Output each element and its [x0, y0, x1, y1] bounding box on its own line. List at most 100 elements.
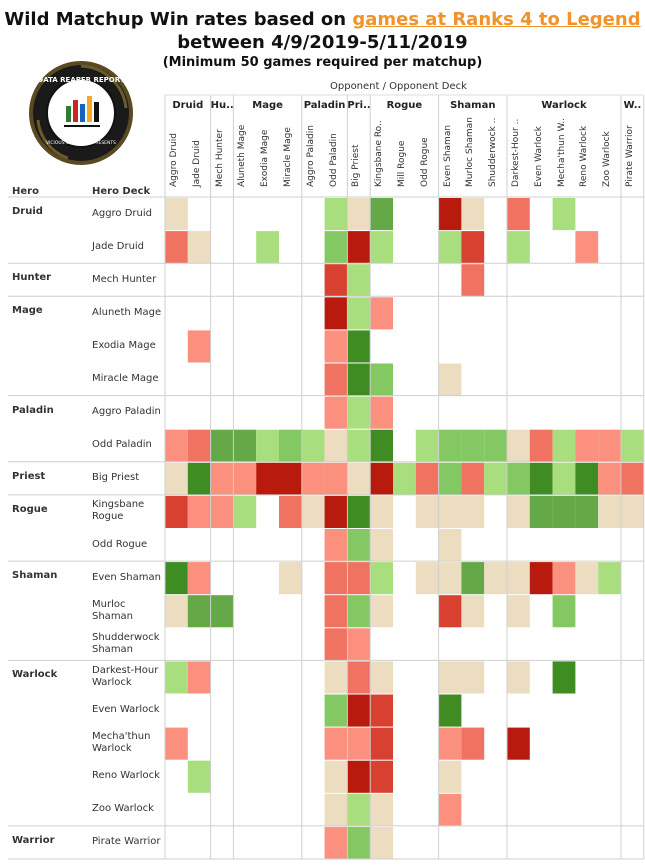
- heatmap-cell: [347, 198, 371, 231]
- heatmap-cell: [165, 495, 188, 528]
- chart-date-range: between 4/9/2019-5/11/2019: [177, 32, 468, 53]
- heatmap-cell: [598, 462, 621, 495]
- heatmap-cell: [187, 661, 211, 694]
- opponent-group-label: Warlock: [541, 100, 587, 111]
- heatmap-cell: [438, 661, 462, 694]
- heatmap-cell: [438, 760, 462, 793]
- heatmap-cell: [324, 231, 348, 264]
- heatmap-cell: [370, 595, 393, 628]
- heatmap-cell: [575, 231, 599, 264]
- heatmap-cell: [347, 562, 371, 595]
- heatmap-cell: [165, 562, 188, 595]
- hero-deck-axis-label: Hero Deck: [92, 186, 151, 197]
- heatmap-cell: [393, 462, 416, 495]
- heatmap-cell: [438, 694, 462, 727]
- heatmap-cell: [233, 462, 257, 495]
- heatmap-cell: [279, 429, 302, 462]
- heatmap-cell: [370, 793, 393, 826]
- heatmap-cell: [324, 462, 348, 495]
- heatmap-cell: [256, 231, 279, 264]
- ranks-link[interactable]: games at Ranks 4 to Legend: [352, 9, 641, 30]
- chart-subtitle: (Minimum 50 games required per matchup): [162, 55, 483, 70]
- heatmap-cell: [461, 661, 485, 694]
- opponent-group-label: Rogue: [386, 100, 423, 111]
- heatmap-cell: [621, 495, 644, 528]
- hero-deck-label: Kingsbane Rogue: [92, 499, 145, 523]
- heatmap-cell: [552, 495, 576, 528]
- hero-label: Warlock: [12, 669, 58, 681]
- heatmap-cell: [347, 462, 371, 495]
- heatmap-cell: [347, 826, 371, 859]
- heatmap-cell: [347, 760, 371, 793]
- heatmap-cell: [370, 396, 393, 429]
- heatmap-cell: [370, 297, 393, 330]
- heatmap-cell: [370, 826, 393, 859]
- heatmap-cell: [552, 198, 576, 231]
- heatmap-cell: [347, 429, 371, 462]
- heatmap-cell: [529, 462, 553, 495]
- heatmap-cell: [370, 661, 393, 694]
- heatmap-cell: [529, 562, 553, 595]
- heatmap-cell: [370, 694, 393, 727]
- heatmap-cell: [256, 462, 279, 495]
- heatmap-cell: [324, 793, 348, 826]
- heatmap-cell: [438, 198, 462, 231]
- hero-deck-label: Big Priest: [92, 472, 140, 484]
- heatmap-cell: [324, 297, 348, 330]
- opponent-group-label: Shaman: [450, 100, 496, 111]
- heatmap-cell: [324, 727, 348, 760]
- heatmap-cell: [461, 462, 485, 495]
- heatmap-cell: [461, 495, 485, 528]
- heatmap-cell: [347, 396, 371, 429]
- heatmap-cell: [210, 462, 234, 495]
- heatmap-cell: [324, 694, 348, 727]
- heatmap-cell: [347, 495, 371, 528]
- heatmap-cell: [347, 264, 371, 297]
- heatmap-cell: [461, 264, 485, 297]
- heatmap-cell: [552, 661, 576, 694]
- heatmap-cell: [552, 429, 576, 462]
- data-reaper-logo: DATA REAPER REPORT VICIOUS SYNDICATE PRE…: [29, 61, 133, 165]
- heatmap-cell: [279, 462, 302, 495]
- hero-axis-label: Hero: [12, 186, 39, 197]
- heatmap-cell: [324, 198, 348, 231]
- hero-deck-label: Mecha'thun Warlock: [92, 731, 151, 755]
- heatmap-cell: [187, 760, 211, 793]
- hero-deck-label: Shudderwock Shaman: [92, 631, 160, 655]
- hero-deck-label: Pirate Warrior: [92, 836, 161, 848]
- heatmap-cell: [324, 429, 348, 462]
- heatmap-cell: [415, 429, 439, 462]
- heatmap-cell: [347, 661, 371, 694]
- heatmap-cell: [507, 727, 530, 760]
- heatmap-cell: [529, 495, 553, 528]
- heatmap-cell: [324, 495, 348, 528]
- heatmap-cell: [370, 562, 393, 595]
- heatmap-cell: [347, 727, 371, 760]
- heatmap-cell: [438, 495, 462, 528]
- heatmap-cell: [210, 429, 234, 462]
- heatmap-cell: [438, 462, 462, 495]
- heatmap-cell: [324, 396, 348, 429]
- heatmap-cell: [598, 429, 621, 462]
- opponent-group-label: Pri..: [347, 100, 371, 111]
- heatmap-cell: [347, 529, 371, 562]
- heatmap-cell: [621, 462, 644, 495]
- heatmap-cell: [438, 363, 462, 396]
- heatmap-cell: [598, 562, 621, 595]
- heatmap-cell: [621, 429, 644, 462]
- heatmap-cell: [370, 495, 393, 528]
- heatmap-cell: [415, 462, 439, 495]
- hero-deck-label: Reno Warlock: [92, 770, 160, 782]
- hero-deck-label: Miracle Mage: [92, 373, 159, 385]
- heatmap-cell: [347, 694, 371, 727]
- heatmap-cell: [575, 495, 599, 528]
- heatmap-cell: [165, 198, 188, 231]
- heatmap-cell: [438, 595, 462, 628]
- heatmap-cell: [324, 661, 348, 694]
- heatmap-cell: [461, 562, 485, 595]
- heatmap-cell: [507, 429, 530, 462]
- heatmap-cell: [324, 363, 348, 396]
- heatmap-cell: [324, 826, 348, 859]
- heatmap-cell: [165, 429, 188, 462]
- heatmap-cell: [187, 495, 211, 528]
